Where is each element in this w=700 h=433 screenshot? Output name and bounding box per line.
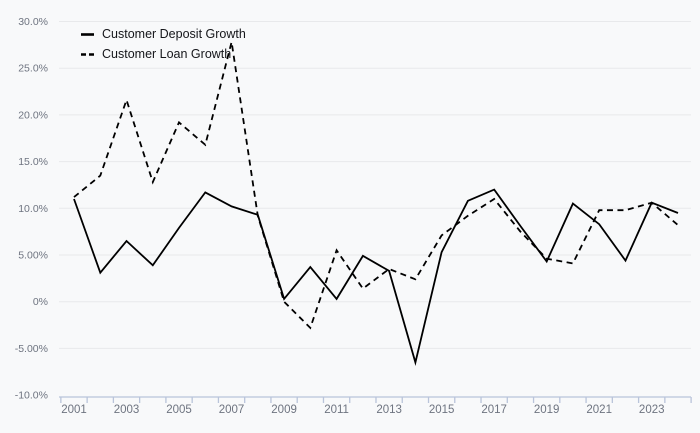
chart-legend: Customer Deposit Growth Customer Loan Gr… (80, 26, 246, 62)
y-axis-label: -5.00% (15, 343, 48, 355)
x-axis-label: 2011 (324, 404, 349, 416)
x-axis-label: 2009 (271, 404, 297, 416)
y-axis-label: 20.0% (18, 109, 48, 121)
x-axis-label: 2001 (61, 404, 87, 416)
loan-growth-line (73, 41, 679, 330)
x-axis-label: 2003 (114, 404, 140, 416)
x-axis-label: 2015 (429, 404, 455, 416)
x-axis-label: 2005 (166, 404, 192, 416)
y-axis-label: 25.0% (18, 63, 48, 75)
legend-item-deposit-growth[interactable]: Customer Deposit Growth (80, 26, 246, 42)
y-axis-label: 10.0% (18, 203, 48, 215)
x-axis-label: 2023 (639, 404, 665, 416)
x-axis-label: 2007 (219, 404, 245, 416)
y-axis-label: 15.0% (18, 156, 48, 168)
y-axis-label: -10.0% (15, 390, 48, 402)
y-axis-label: 0% (33, 296, 48, 308)
x-axis-label: 2019 (534, 404, 560, 416)
x-axis-label: 2013 (376, 404, 402, 416)
legend-label-deposit-growth: Customer Deposit Growth (102, 27, 246, 41)
legend-item-loan-growth[interactable]: Customer Loan Growth (80, 46, 246, 62)
y-axis-label: 5.00% (18, 250, 48, 262)
x-axis-label: 2017 (481, 404, 507, 416)
y-axis-label: 30.0% (18, 16, 48, 28)
deposit-growth-line (73, 188, 679, 366)
x-axis-label: 2021 (586, 404, 612, 416)
legend-label-loan-growth: Customer Loan Growth (102, 47, 232, 61)
dashed-line-icon (81, 52, 94, 56)
solid-line-icon (81, 32, 94, 36)
